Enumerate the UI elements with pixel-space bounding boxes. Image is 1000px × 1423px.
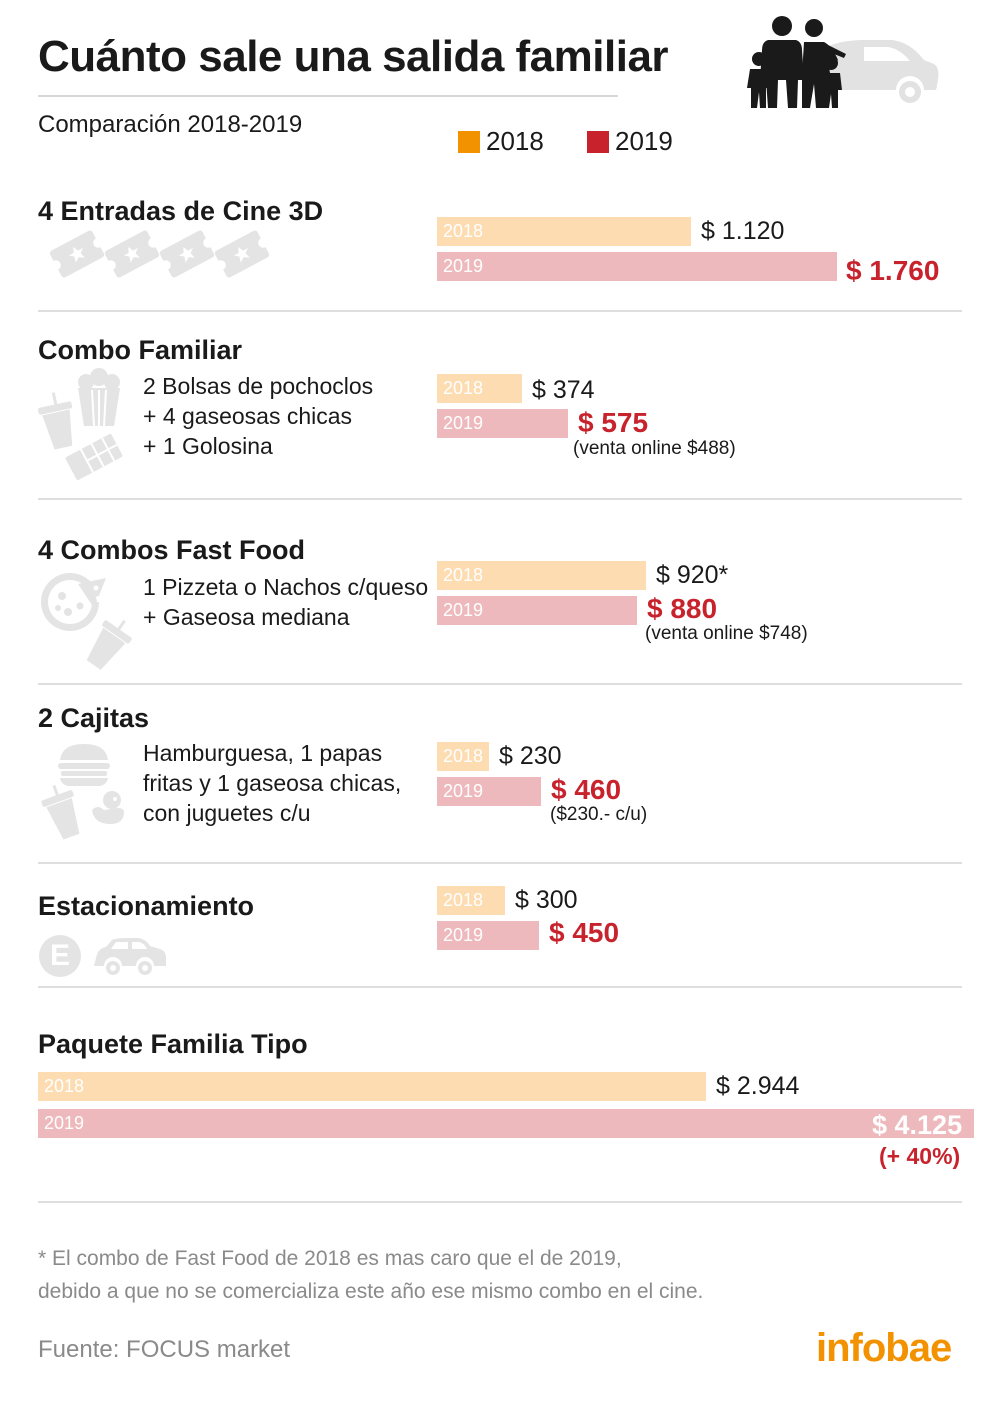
bar-tag: 2018 — [443, 890, 484, 910]
section-divider — [38, 986, 962, 988]
description-line: Hamburguesa, 1 papas — [143, 740, 383, 766]
bar-label-2019-cine: $ 1.760 — [846, 255, 940, 286]
bar-tag: 2019 — [443, 925, 484, 945]
section-title-fast-food: 4 Combos Fast Food — [38, 535, 306, 565]
parking-sign-icon: E — [39, 935, 81, 977]
bar-2019-total: 2019 — [38, 1109, 974, 1138]
page-subtitle: Comparación 2018-2019 — [38, 111, 303, 138]
bar-2019-cine: 2019 — [437, 252, 837, 281]
legend-item-2018: 2018 — [458, 126, 544, 157]
burger-icon — [58, 744, 110, 786]
section-description: 1 Pizzeta o Nachos c/queso + Gaseosa med… — [143, 572, 428, 632]
soda-cup-icon — [38, 392, 73, 450]
bar-2019-combo-familiar: 2019 — [437, 409, 568, 438]
car-icon — [94, 938, 166, 975]
bar-note-cajitas: ($230.- c/u) — [550, 804, 648, 825]
legend-label-2019: 2019 — [615, 126, 673, 156]
description-line: + 4 gaseosas chicas — [143, 403, 353, 429]
bar-2019-cajitas: 2019 — [437, 777, 541, 806]
section-divider — [38, 862, 962, 864]
bar-2019-fast-food: 2019 — [437, 596, 637, 625]
soda-cup-icon — [41, 785, 80, 840]
bar-tag: 2018 — [443, 378, 484, 398]
parking-sign-letter: E — [49, 939, 70, 972]
bar-tag: 2019 — [443, 256, 484, 276]
section-divider — [38, 1201, 962, 1203]
bar-label-2018-fast-food: $ 920* — [656, 561, 729, 589]
bar-tag: 2018 — [44, 1076, 85, 1096]
description-line: fritas y 1 gaseosa chicas, — [143, 770, 402, 796]
section-divider — [38, 683, 962, 685]
section-title-cajitas: 2 Cajitas — [38, 703, 150, 733]
bar-label-2018-estacionamiento: $ 300 — [515, 886, 578, 914]
total-change-label: (+ 40%) — [879, 1143, 961, 1169]
bar-label-2019-estacionamiento: $ 450 — [549, 917, 620, 948]
bar-tag: 2019 — [443, 600, 484, 620]
bar-2018-combo-familiar: 2018 — [437, 374, 522, 403]
bar-note-fast-food: (venta online $748) — [645, 623, 808, 644]
bar-tag: 2018 — [443, 565, 484, 585]
bar-note-combo-familiar: (venta online $488) — [573, 438, 736, 459]
bar-label-2019-fast-food: $ 880 — [647, 593, 718, 624]
source-credit: Fuente: FOCUS market — [38, 1336, 291, 1363]
bar-2018-estacionamiento: 2018 — [437, 886, 505, 915]
candy-icon — [65, 434, 123, 480]
bar-tag: 2019 — [443, 413, 484, 433]
legend-item-2019: 2019 — [587, 126, 673, 157]
bar-2019-estacionamiento: 2019 — [437, 921, 539, 950]
description-line: con juguetes c/u — [143, 800, 311, 826]
section-title-cine: 4 Entradas de Cine 3D — [38, 196, 324, 226]
bar-label-2018-total: $ 2.944 — [716, 1072, 800, 1100]
footnote-line: debido a que no se comercializa este año… — [38, 1280, 704, 1303]
section-description: 2 Bolsas de pochoclos + 4 gaseosas chica… — [143, 371, 373, 461]
bar-tag: 2018 — [443, 221, 484, 241]
popcorn-icon — [78, 368, 120, 427]
section-description: Hamburguesa, 1 papas fritas y 1 gaseosa … — [143, 738, 401, 828]
ticket-icon — [49, 230, 270, 278]
description-line: 2 Bolsas de pochoclos — [143, 373, 374, 399]
section-divider — [38, 498, 962, 500]
bar-label-2018-cajitas: $ 230 — [499, 742, 562, 770]
footnote-line: * El combo de Fast Food de 2018 es mas c… — [38, 1247, 622, 1270]
bar-tag: 2019 — [443, 781, 484, 801]
bar-2018-fast-food: 2018 — [437, 561, 646, 590]
brand-logo: infobae — [816, 1326, 952, 1370]
pizza-icon — [41, 573, 106, 631]
family-car-icon — [747, 16, 939, 108]
bar-2018-cine: 2018 — [437, 217, 691, 246]
section-title-combo-familiar: Combo Familiar — [38, 335, 243, 365]
legend-label-2018: 2018 — [486, 126, 544, 156]
legend-swatch-2019 — [587, 130, 609, 153]
soda-cup-icon — [86, 619, 132, 670]
description-line: + 1 Golosina — [143, 433, 273, 459]
footnote: * El combo de Fast Food de 2018 es mas c… — [38, 1242, 703, 1308]
bar-label-2019-combo-familiar: $ 575 — [578, 407, 649, 438]
page-title: Cuánto sale una salida familiar — [38, 32, 669, 81]
bar-label-2019-total: $ 4.125 — [872, 1110, 963, 1140]
title-divider — [38, 95, 618, 97]
bar-tag: 2018 — [443, 746, 484, 766]
bar-2018-cajitas: 2018 — [437, 742, 489, 771]
description-line: 1 Pizzeta o Nachos c/queso — [143, 574, 429, 600]
bar-label-2018-cine: $ 1.120 — [701, 217, 785, 245]
bar-2018-total: 2018 — [38, 1072, 706, 1101]
legend-swatch-2018 — [458, 130, 480, 153]
bar-tag: 2019 — [44, 1113, 85, 1133]
bar-label-2019-cajitas: $ 460 — [551, 774, 622, 805]
section-title-estacionamiento: Estacionamiento — [38, 891, 255, 921]
toy-duck-icon — [92, 791, 124, 824]
description-line: + Gaseosa mediana — [143, 604, 350, 630]
bar-label-2018-combo-familiar: $ 374 — [532, 376, 595, 404]
section-title-total: Paquete Familia Tipo — [38, 1029, 308, 1059]
section-divider — [38, 310, 962, 312]
